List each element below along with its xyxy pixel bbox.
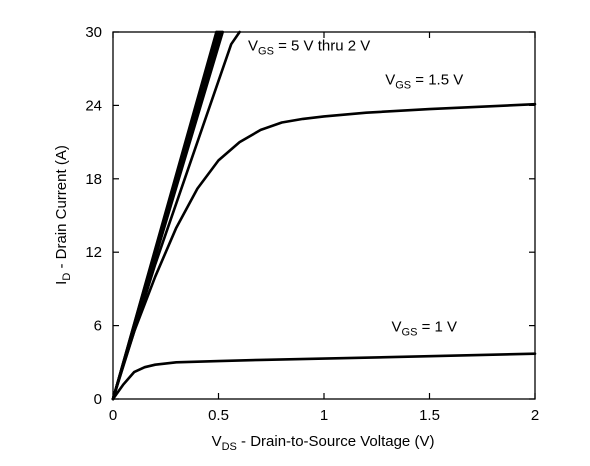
tick-marks	[112, 31, 536, 400]
x-tick-label: 0	[109, 407, 117, 424]
plot-frame	[112, 31, 536, 400]
curve-10	[111, 352, 537, 401]
y-tick-label: 30	[85, 24, 102, 41]
x-tick-label: 2	[531, 407, 539, 424]
y-tick-label: 24	[85, 97, 102, 114]
curve-9	[111, 102, 537, 401]
x-tick-label: 1	[320, 407, 328, 424]
x-tick-labels: 0 0.5 1 1.5 2	[109, 407, 539, 424]
curve-group	[111, 30, 537, 401]
annotation-2: VGS = 1.5 V	[385, 72, 463, 92]
y-tick-label: 12	[85, 244, 102, 261]
x-tick-label: 1.5	[419, 407, 440, 424]
annotation-1: VGS = 5 V thru 2 V	[248, 37, 370, 57]
x-tick-label: 0.5	[208, 407, 229, 424]
y-axis-label: ID - Drain Current (A)	[53, 145, 73, 285]
y-tick-label: 0	[94, 391, 102, 408]
annotation-3: VGS = 1 V	[392, 319, 458, 339]
y-tick-label: 6	[94, 318, 102, 335]
x-axis-label: VDS - Drain-to-Source Voltage (V)	[212, 433, 435, 453]
y-tick-labels: 0 6 12 18 24 30	[85, 24, 102, 408]
curve-8	[111, 30, 241, 401]
y-tick-label: 18	[85, 171, 102, 188]
curve-annotations: VGS = 5 V thru 2 V VGS = 1.5 V VGS = 1 V	[248, 37, 463, 338]
